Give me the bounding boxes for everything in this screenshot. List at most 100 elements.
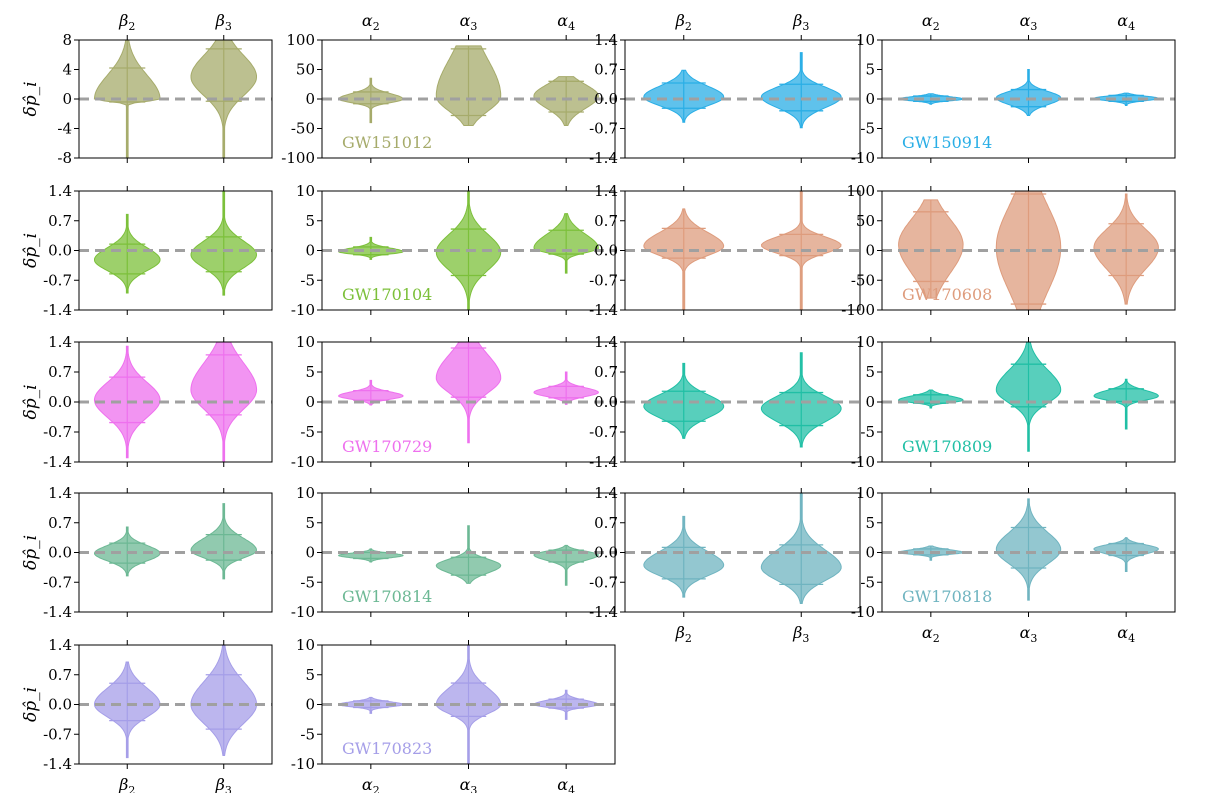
y-tick-label: 0 (865, 544, 875, 562)
y-tick-label: -10 (851, 149, 875, 167)
violin-gw170729-α2 (338, 379, 404, 406)
x-category-label: α3 (460, 11, 478, 33)
y-tick-label: -5 (300, 725, 315, 743)
y-tick-label: -0.7 (43, 573, 72, 591)
violin-gw170823-β2 (94, 661, 161, 759)
y-tick-label: -50 (851, 271, 875, 289)
y-tick-label: -1.4 (589, 149, 618, 167)
panel-gw151012-alpha: -100 -50 0 50 100 α2 α3 α4 GW151012 (281, 11, 616, 167)
y-tick-label: -0.7 (589, 423, 618, 441)
y-tick-label: 0.0 (48, 393, 72, 411)
y-tick-label: 0.0 (594, 90, 618, 108)
violin-gw170809-α3 (995, 341, 1062, 452)
x-category-label: α2 (922, 11, 940, 33)
y-tick-label: 5 (305, 514, 315, 532)
y-tick-label: 5 (305, 363, 315, 381)
panel-gw170104-beta: -1.4 -0.7 0.0 0.7 1.4 δp̂_i (21, 182, 273, 319)
violin-gw170814-α4 (533, 544, 599, 586)
event-label: GW170729 (342, 437, 432, 456)
y-tick-label: -5 (300, 271, 315, 289)
event-label: GW170608 (902, 285, 992, 304)
y-tick-label: -1.4 (43, 603, 72, 621)
y-tick-label: -5 (860, 573, 875, 591)
y-tick-label: 50 (856, 212, 875, 230)
event-label: GW170104 (342, 285, 432, 304)
y-tick-label: 0.7 (48, 514, 72, 532)
violin-gw170729-α3 (435, 341, 502, 444)
panel-gw170809-beta: -1.4 -0.7 0.0 0.7 1.4 (589, 333, 861, 471)
y-tick-label: -5 (300, 423, 315, 441)
panel-gw150914-beta: -1.4 -0.7 0.0 0.7 1.4 β2 β3 (589, 11, 861, 167)
event-label: GW150914 (902, 133, 992, 152)
panel-gw170818-alpha: -10 -5 0 5 10 α2 α3 α4 GW170818 (851, 484, 1176, 645)
y-tick-label: -4 (57, 120, 72, 138)
y-tick-label: 1.4 (48, 182, 72, 200)
y-axis-label: δp̂_i (21, 687, 41, 722)
y-tick-label: 0.7 (48, 666, 72, 684)
violin-gw150914-α3 (995, 69, 1062, 116)
y-tick-label: -100 (281, 149, 315, 167)
y-tick-label: -1.4 (589, 603, 618, 621)
x-category-label: α4 (557, 11, 575, 33)
y-tick-label: 10 (296, 333, 315, 351)
y-tick-label: 5 (865, 514, 875, 532)
x-category-label: α3 (1020, 11, 1038, 33)
panel-gw170104-alpha: -10 -5 0 5 10 GW170104 (291, 182, 616, 319)
y-tick-label: 0.0 (48, 544, 72, 562)
y-tick-label: -0.7 (589, 271, 618, 289)
y-tick-label: 0 (865, 393, 875, 411)
y-tick-label: 1.4 (594, 333, 618, 351)
y-tick-label: 10 (856, 333, 875, 351)
y-tick-label: -10 (291, 755, 315, 773)
y-tick-label: 5 (305, 666, 315, 684)
y-axis-label: δp̂_i (21, 535, 41, 570)
y-tick-label: 10 (296, 182, 315, 200)
violin-gw170823-β3 (190, 644, 257, 756)
y-tick-label: 0 (865, 242, 875, 260)
y-tick-label: -0.7 (43, 725, 72, 743)
y-tick-label: -5 (860, 120, 875, 138)
y-tick-label: 0.7 (594, 514, 618, 532)
y-tick-label: -1.4 (43, 453, 72, 471)
y-tick-label: 0 (865, 90, 875, 108)
y-tick-label: 5 (865, 61, 875, 79)
x-category-label: α2 (922, 623, 940, 645)
x-category-label: α3 (1020, 623, 1038, 645)
violin-gw170814-α3 (435, 525, 502, 584)
y-tick-label: 50 (296, 61, 315, 79)
y-tick-label: -1.4 (589, 301, 618, 319)
y-axis-label: δp̂_i (21, 384, 41, 419)
x-category-label: β2 (118, 775, 135, 793)
y-tick-label: -1.4 (43, 755, 72, 773)
y-tick-label: 0.7 (48, 363, 72, 381)
violin-gw170809-β2 (643, 362, 725, 439)
y-tick-label: 1.4 (48, 484, 72, 502)
violin-gw170814-α2 (338, 548, 404, 563)
event-label: GW170823 (342, 739, 432, 758)
y-tick-label: 1.4 (594, 31, 618, 49)
violin-gw170814-β3 (190, 503, 258, 580)
y-tick-label: -10 (851, 453, 875, 471)
y-tick-label: 8 (62, 31, 72, 49)
panel-gw170814-beta: -1.4 -0.7 0.0 0.7 1.4 δp̂_i (21, 484, 273, 621)
x-category-label: α4 (557, 775, 575, 793)
y-tick-label: 0.0 (594, 544, 618, 562)
panel-gw170608-beta: -1.4 -0.7 0.0 0.7 1.4 (589, 182, 861, 319)
y-tick-label: 10 (296, 636, 315, 654)
panel-gw170814-alpha: -10 -5 0 5 10 GW170814 (291, 484, 616, 621)
y-tick-label: 0 (305, 90, 315, 108)
y-tick-label: 0.7 (594, 363, 618, 381)
violin-gw170104-α4 (533, 213, 599, 274)
violin-gw170809-α4 (1093, 378, 1159, 430)
x-category-label: α2 (362, 11, 380, 33)
y-tick-label: 0.0 (48, 242, 72, 260)
y-tick-label: 10 (296, 484, 315, 502)
x-category-label: β3 (792, 11, 809, 33)
panel-gw170729-alpha: -10 -5 0 5 10 GW170729 (291, 333, 616, 471)
violin-gw170608-β2 (643, 208, 725, 311)
violin-gw170818-β3 (760, 492, 842, 604)
y-tick-label: 1.4 (48, 636, 72, 654)
panel-gw151012-beta: -8 -4 0 4 8 β2 β3 δp̂_i (21, 11, 273, 167)
y-tick-label: 0 (305, 242, 315, 260)
